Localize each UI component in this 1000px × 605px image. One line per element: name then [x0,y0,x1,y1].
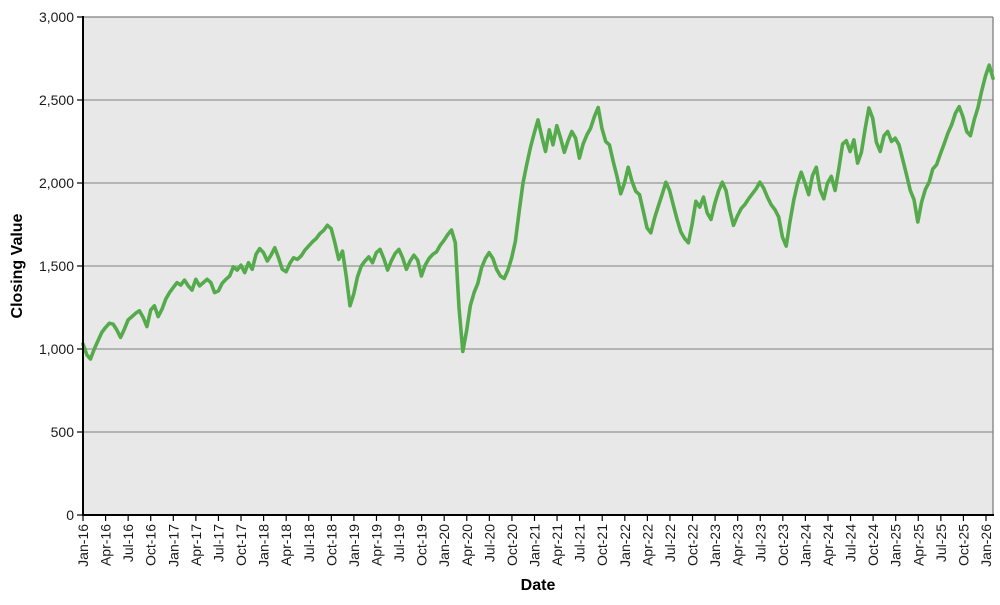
x-tick-label: Jul-25 [933,524,949,562]
x-tick-label: Apr-17 [188,524,204,566]
x-tick-label: Jul-18 [301,524,317,562]
x-tick-label: Oct-23 [775,524,791,566]
x-tick-label: Apr-16 [98,524,114,566]
x-tick-label: Jan-17 [165,524,181,567]
x-tick-label: Apr-24 [820,524,836,566]
x-tick-label: Apr-19 [368,524,384,566]
x-tick-label: Jan-25 [888,524,904,567]
y-tick-label: 3,000 [39,9,74,25]
series-line-closing-value [81,63,995,361]
y-tick-label: 500 [51,424,75,440]
x-tick-label: Jul-21 [572,524,588,562]
x-tick-label: Jan-20 [436,524,452,567]
x-tick-label: Oct-16 [143,524,159,566]
x-tick-label: Apr-22 [639,524,655,566]
x-tick-label: Apr-25 [910,524,926,566]
x-tick-label: Jan-21 [527,524,543,567]
x-tick-label: Apr-21 [549,524,565,566]
x-tick-label: Oct-19 [414,524,430,566]
x-tick-label: Jan-19 [346,524,362,567]
x-tick-label: Jan-23 [707,524,723,567]
x-tick-label: Jul-17 [210,524,226,562]
y-tick-label: 2,000 [39,175,74,191]
x-tick-label: Jan-24 [797,524,813,567]
y-tick-label: 1,000 [39,341,74,357]
x-tick-label: Oct-17 [233,524,249,566]
x-tick-label: Jul-24 [843,524,859,562]
y-tick-label: 2,500 [39,92,74,108]
y-tick-label: 1,500 [39,258,74,274]
x-tick-label: Oct-18 [323,524,339,566]
x-tick-label: Apr-20 [459,524,475,566]
x-tick-label: Apr-18 [278,524,294,566]
y-axis-title: Closing Value [9,213,26,318]
x-tick-label: Oct-20 [504,524,520,566]
x-tick-label: Jan-22 [617,524,633,567]
x-tick-label: Jan-18 [256,524,272,567]
x-tick-label: Jul-19 [391,524,407,562]
x-tick-label: Jul-22 [662,524,678,562]
x-tick-label: Apr-23 [730,524,746,566]
x-tick-label: Oct-22 [685,524,701,566]
x-tick-label: Jan-16 [75,524,91,567]
y-tick-label: 0 [66,507,74,523]
x-tick-label: Oct-24 [865,524,881,566]
x-tick-label: Jul-20 [481,524,497,562]
x-tick-label: Oct-25 [955,524,971,566]
x-tick-label: Jul-16 [120,524,136,562]
x-axis-title: Date [521,577,556,594]
x-tick-label: Jan-26 [978,524,994,567]
x-tick-label: Jul-23 [752,524,768,562]
x-tick-label: Oct-21 [594,524,610,566]
